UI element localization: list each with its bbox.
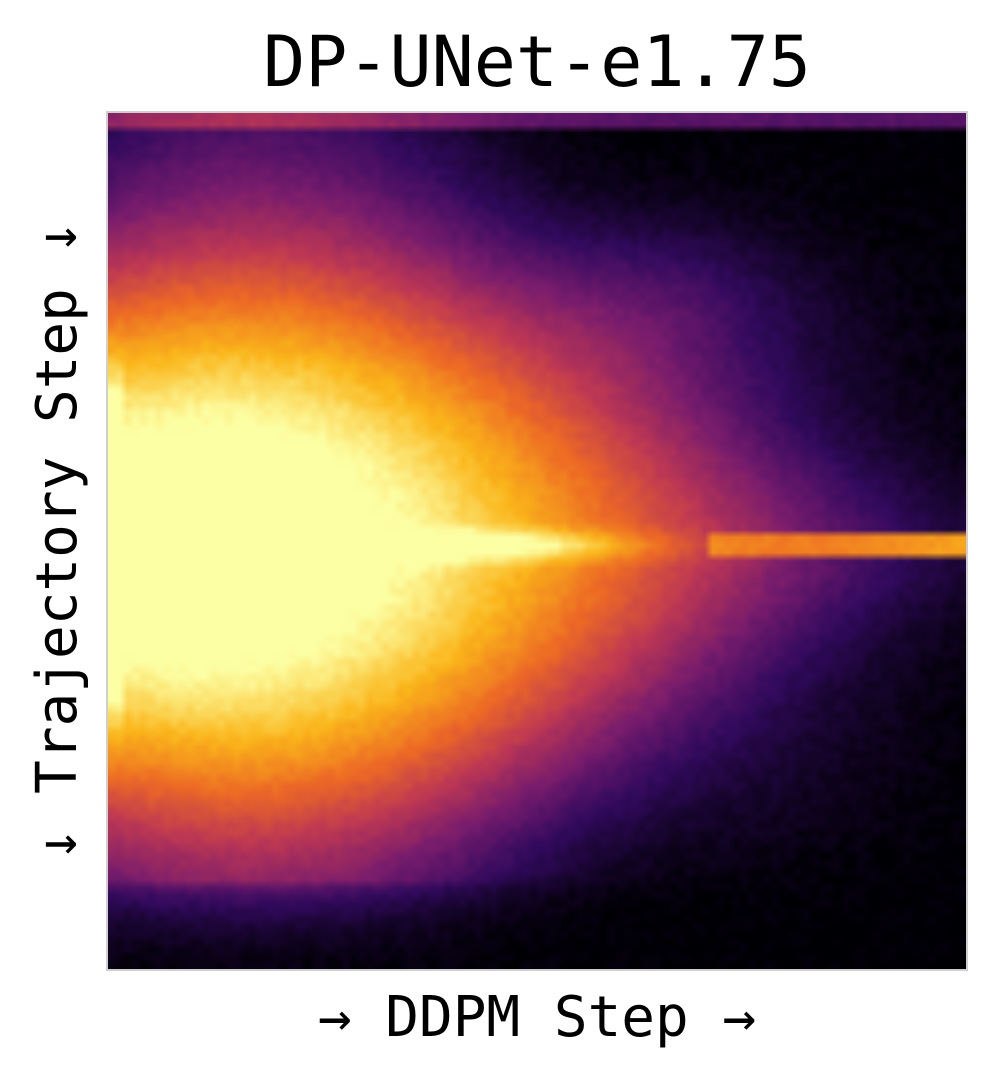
x-axis-label: → DDPM Step →	[317, 985, 757, 1050]
chart-title: DP-UNet-e1.75	[263, 21, 811, 103]
heatmap	[108, 113, 966, 969]
y-axis-label: ↓ Trajectory Step ↓	[25, 220, 90, 862]
